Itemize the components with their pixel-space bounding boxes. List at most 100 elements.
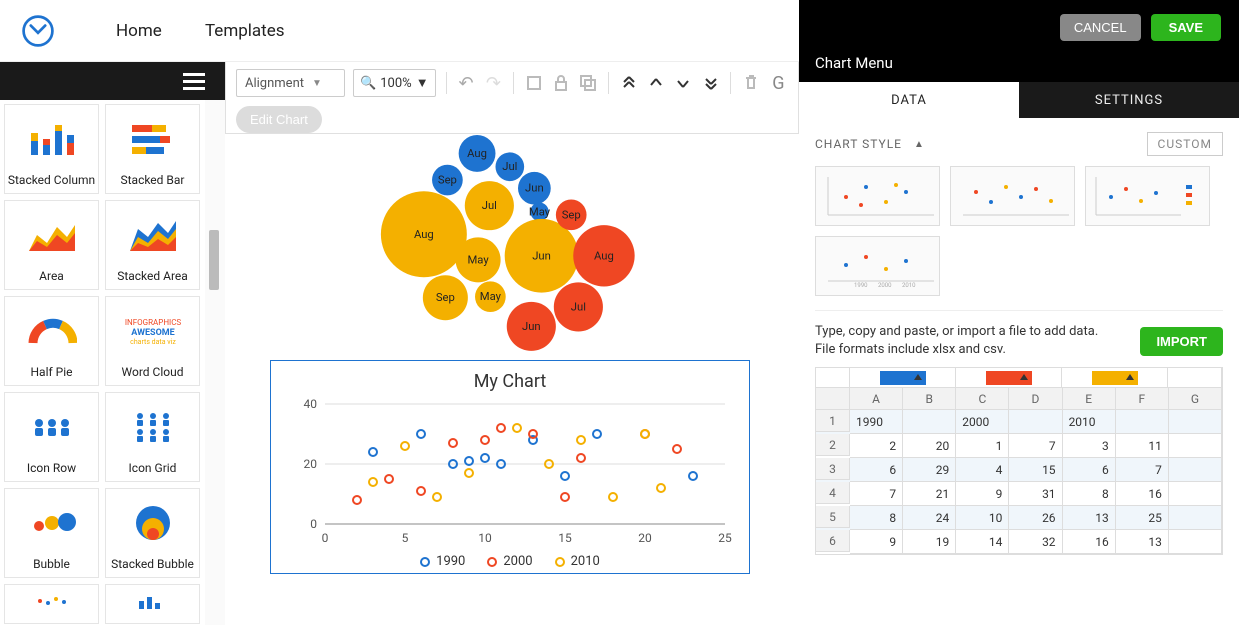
table-cell[interactable]: 1990	[850, 410, 903, 434]
style-thumb-4[interactable]: 199020002010	[815, 236, 940, 296]
lib-label: Word Cloud	[122, 365, 184, 379]
bring-front-icon[interactable]	[619, 70, 638, 96]
table-cell[interactable]: 8	[850, 506, 903, 530]
library-scrollbar[interactable]	[205, 100, 225, 625]
lib-half-pie[interactable]: Half Pie	[4, 296, 99, 386]
svg-text:40: 40	[304, 398, 318, 411]
bring-forward-icon[interactable]	[646, 70, 665, 96]
table-cell[interactable]: 10	[956, 506, 1009, 530]
custom-style-button[interactable]: CUSTOM	[1147, 132, 1223, 156]
svg-text:15: 15	[558, 531, 572, 545]
table-cell[interactable]	[1169, 458, 1222, 482]
copy-icon[interactable]	[579, 70, 598, 96]
table-cell[interactable]: 3	[1063, 434, 1116, 458]
nav-templates[interactable]: Templates	[205, 21, 285, 41]
send-backward-icon[interactable]	[674, 70, 693, 96]
delete-icon[interactable]	[741, 70, 760, 96]
lib-partial-2[interactable]	[105, 584, 200, 624]
lock-icon[interactable]	[551, 70, 570, 96]
style-thumb-2[interactable]	[950, 166, 1075, 226]
save-button[interactable]: SAVE	[1151, 14, 1221, 41]
table-cell[interactable]: 13	[1116, 530, 1169, 554]
style-thumb-1[interactable]	[815, 166, 940, 226]
hamburger-icon[interactable]	[183, 73, 205, 90]
table-cell[interactable]: 7	[1116, 458, 1169, 482]
table-cell[interactable]: 2010	[1063, 410, 1116, 434]
table-cell[interactable]	[1169, 506, 1222, 530]
send-back-icon[interactable]	[701, 70, 720, 96]
redo-icon[interactable]: ↷	[484, 70, 503, 96]
table-cell[interactable]: 24	[903, 506, 956, 530]
table-cell[interactable]	[903, 410, 956, 434]
cancel-button[interactable]: CANCEL	[1060, 14, 1141, 41]
app-logo-icon[interactable]	[20, 13, 56, 49]
lib-label: Stacked Column	[8, 173, 95, 187]
table-cell[interactable]: 29	[903, 458, 956, 482]
table-cell[interactable]: 9	[850, 530, 903, 554]
lib-stacked-column[interactable]: Stacked Column	[4, 104, 99, 194]
lib-stacked-area[interactable]: Stacked Area	[105, 200, 200, 290]
stacked-bar-icon	[128, 121, 178, 157]
table-cell[interactable]: 6	[1063, 458, 1116, 482]
table-cell[interactable]: 11	[1116, 434, 1169, 458]
lib-word-cloud[interactable]: INFOGRAPHICS AWESOME charts data viz Wor…	[105, 296, 200, 386]
table-cell[interactable]	[1116, 410, 1169, 434]
lib-icon-grid[interactable]: Icon Grid	[105, 392, 200, 482]
table-cell[interactable]: 2	[850, 434, 903, 458]
table-cell[interactable]: 20	[903, 434, 956, 458]
zoom-dropdown[interactable]: 🔍 100% ▼	[353, 69, 436, 97]
lib-partial-1[interactable]	[4, 584, 99, 624]
table-cell[interactable]: 1	[956, 434, 1009, 458]
lib-label: Half Pie	[30, 365, 72, 379]
alignment-dropdown[interactable]: Alignment▼	[236, 69, 345, 97]
lib-stacked-bar[interactable]: Stacked Bar	[105, 104, 200, 194]
style-thumb-3[interactable]	[1085, 166, 1210, 226]
table-cell[interactable]: 13	[1063, 506, 1116, 530]
nav-home[interactable]: Home	[116, 21, 162, 41]
table-cell[interactable]: 21	[903, 482, 956, 506]
editor-toolbar: Alignment▼ 🔍 100% ▼ ↶ ↷ G Edit Chart	[225, 62, 799, 134]
table-cell[interactable]: 8	[1063, 482, 1116, 506]
tab-settings[interactable]: SETTINGS	[1019, 82, 1239, 118]
legend-item[interactable]: 2010	[555, 554, 600, 569]
bubble-chart[interactable]: AugSepJulJunMayJulAugMayJunMaySepSepAugJ…	[248, 134, 788, 354]
table-cell[interactable]: 7	[850, 482, 903, 506]
table-cell[interactable]: 31	[1009, 482, 1062, 506]
svg-text:Aug: Aug	[414, 228, 434, 241]
table-cell[interactable]: 9	[956, 482, 1009, 506]
table-cell[interactable]: 15	[1009, 458, 1062, 482]
table-cell[interactable]: 25	[1116, 506, 1169, 530]
legend-item[interactable]: 2000	[487, 554, 532, 569]
table-cell[interactable]	[1169, 482, 1222, 506]
more-icon[interactable]: G	[769, 70, 788, 96]
left-dark-bar	[0, 62, 225, 100]
lib-icon-row[interactable]: Icon Row	[4, 392, 99, 482]
table-cell[interactable]: 16	[1116, 482, 1169, 506]
legend-item[interactable]: 1990	[420, 554, 465, 569]
edit-chart-button[interactable]: Edit Chart	[236, 106, 322, 133]
chart-style-toggle-icon[interactable]: ▲	[914, 139, 924, 150]
table-cell[interactable]	[1009, 410, 1062, 434]
tab-data[interactable]: DATA	[799, 82, 1019, 118]
table-cell[interactable]: 7	[1009, 434, 1062, 458]
table-cell[interactable]: 26	[1009, 506, 1062, 530]
table-cell[interactable]: 16	[1063, 530, 1116, 554]
table-cell[interactable]: 19	[903, 530, 956, 554]
import-button[interactable]: IMPORT	[1140, 327, 1223, 356]
crop-icon[interactable]	[524, 70, 543, 96]
lib-area[interactable]: Area	[4, 200, 99, 290]
scatter-chart-frame[interactable]: My Chart 020400510152025 199020002010	[270, 360, 750, 574]
table-cell[interactable]: 2000	[956, 410, 1009, 434]
stacked-bubble-icon	[128, 503, 178, 543]
lib-bubble[interactable]: Bubble	[4, 488, 99, 578]
table-cell[interactable]: 6	[850, 458, 903, 482]
data-table[interactable]: ABCDEFG119902000201022201731136294156747…	[815, 367, 1223, 555]
table-cell[interactable]: 32	[1009, 530, 1062, 554]
table-cell[interactable]: 4	[956, 458, 1009, 482]
table-cell[interactable]	[1169, 410, 1222, 434]
undo-icon[interactable]: ↶	[456, 70, 475, 96]
lib-stacked-bubble[interactable]: Stacked Bubble	[105, 488, 200, 578]
table-cell[interactable]: 14	[956, 530, 1009, 554]
table-cell[interactable]	[1169, 434, 1222, 458]
table-cell[interactable]	[1169, 530, 1222, 554]
